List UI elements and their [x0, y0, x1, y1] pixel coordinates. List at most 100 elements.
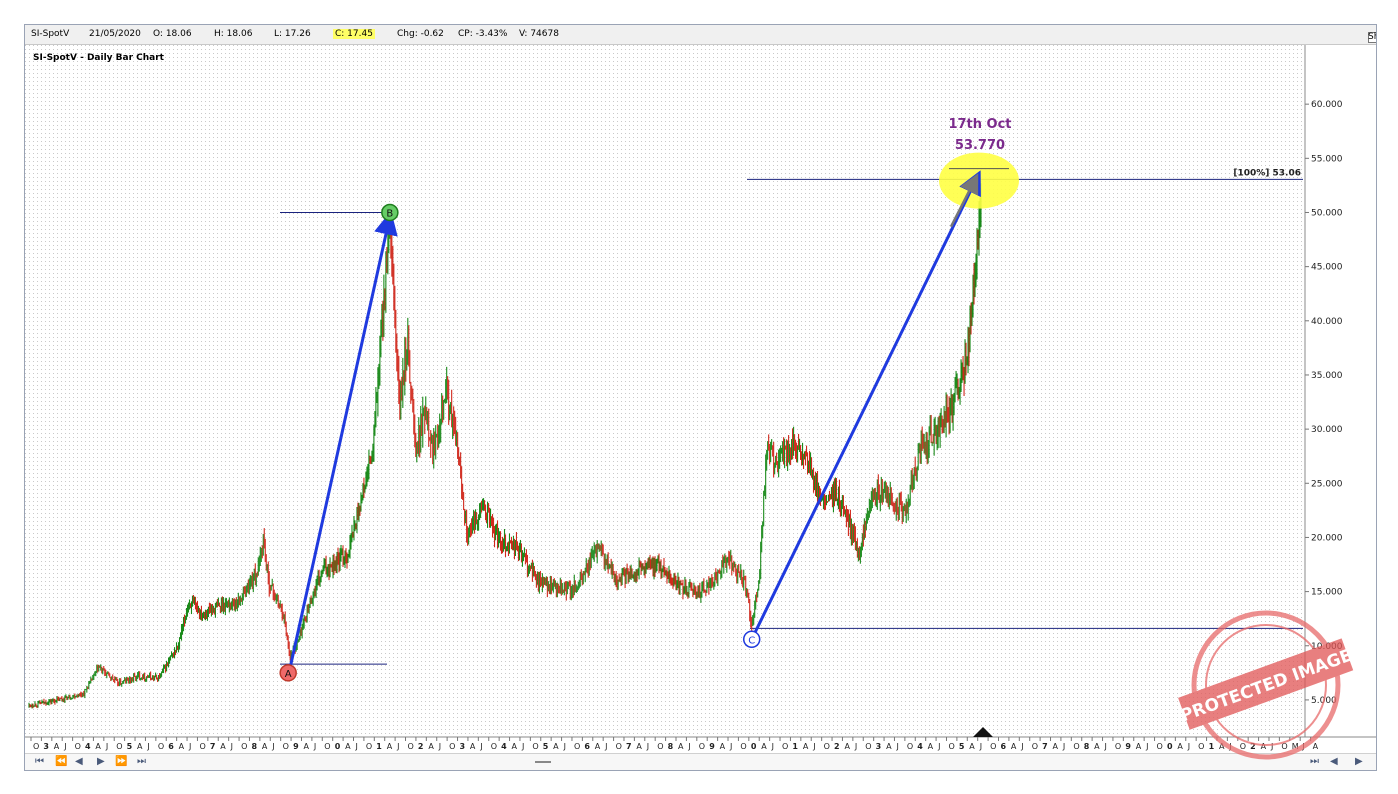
x-tick-label: J: [895, 742, 898, 751]
marker-label: A: [285, 669, 292, 680]
peak-date-label: 17th Oct: [948, 117, 1011, 132]
show-last-label: Show Last: [1368, 32, 1376, 42]
chart-title: SI-SpotV - Daily Bar Chart: [33, 53, 164, 63]
y-tick-label: 35.000: [1311, 371, 1343, 381]
x-tick-label: 4: [501, 742, 507, 751]
x-tick-label: O: [1032, 742, 1038, 751]
x-tick-label: 9: [293, 742, 299, 751]
x-tick-label: A: [262, 742, 268, 751]
y-tick-label: 55.000: [1311, 154, 1343, 164]
prev-fast-icon[interactable]: ⏪: [55, 756, 68, 767]
wave-markers: A B C: [279, 203, 761, 682]
x-tick-label: 2: [834, 742, 840, 751]
x-tick-label: J: [313, 742, 316, 751]
x-tick-label: A: [1177, 742, 1183, 751]
highlight-ellipse: [938, 152, 1019, 209]
x-tick-label: 6: [1001, 742, 1007, 751]
next-fast-icon[interactable]: ⏩: [115, 756, 128, 767]
info-bar: SI-SpotV 21/05/2020 O: 18.06 H: 18.06 L:…: [25, 25, 1376, 45]
y-tick-label: 20.000: [1311, 533, 1343, 543]
next-icon[interactable]: ▶: [97, 756, 105, 767]
x-tick-label: 9: [709, 742, 715, 751]
x-tick-label: A: [137, 742, 143, 751]
checkbox-icon[interactable]: [1368, 32, 1376, 43]
x-tick-label: O: [75, 742, 81, 751]
x-tick-label: 7: [210, 742, 216, 751]
x-tick-label: A: [803, 742, 809, 751]
x-tick-label: 1: [1209, 742, 1215, 751]
prev-icon-right[interactable]: ◀: [1330, 756, 1338, 767]
x-tick-label: A: [1313, 742, 1319, 751]
x-tick-label: O: [1157, 742, 1163, 751]
x-tick-label: J: [563, 742, 566, 751]
x-tick-label: 0: [335, 742, 341, 751]
y-tick-label: 30.000: [1311, 425, 1343, 435]
wave-line: [750, 170, 981, 640]
last-icon-right[interactable]: ⏭: [1310, 756, 1319, 767]
peak-highlight: [938, 152, 1019, 209]
x-tick-label: J: [604, 742, 607, 751]
x-tick-label: O: [116, 742, 122, 751]
x-tick-label: 7: [626, 742, 632, 751]
x-tick-label: J: [355, 742, 358, 751]
x-tick-label: O: [241, 742, 247, 751]
marker-circle: [279, 664, 297, 682]
x-tick-label: A: [470, 742, 476, 751]
x-tick-label: O: [158, 742, 164, 751]
x-tick-label: O: [33, 742, 39, 751]
scroll-bar[interactable]: ⏮ ⏪ ◀ ▶ ⏩ ⏭ ⏭ ◀ ▶: [25, 753, 1376, 770]
x-tick-label: A: [1136, 742, 1142, 751]
y-tick-label: 15.000: [1311, 588, 1343, 598]
x-tick-label: O: [1281, 742, 1287, 751]
x-tick-label: O: [699, 742, 705, 751]
chart-window: SI-SpotV 21/05/2020 O: 18.06 H: 18.06 L:…: [24, 24, 1377, 771]
change-label: Chg: -0.62: [397, 29, 444, 39]
first-icon[interactable]: ⏮: [35, 756, 44, 767]
x-tick-label: J: [771, 742, 774, 751]
x-tick-label: J: [438, 742, 441, 751]
x-tick-label: M: [1292, 742, 1299, 751]
protected-stamp: PROTECTED IMAGE: [1178, 610, 1355, 760]
x-tick-label: A: [1219, 742, 1225, 751]
symbol-label: SI-SpotV: [31, 29, 70, 39]
x-tick-label: A: [179, 742, 185, 751]
marker-label: B: [386, 208, 393, 219]
x-tick-label: 4: [85, 742, 91, 751]
x-tick-label: 6: [584, 742, 590, 751]
scroll-thumb[interactable]: [535, 761, 551, 763]
x-tick-label: O: [449, 742, 455, 751]
x-tick-label: 6: [168, 742, 174, 751]
x-tick-label: 8: [668, 742, 674, 751]
x-tick-label: A: [1094, 742, 1100, 751]
x-tick-label: J: [105, 742, 108, 751]
x-tick-label: 3: [876, 742, 882, 751]
x-tick-label: J: [521, 742, 524, 751]
x-tick-label: J: [1020, 742, 1023, 751]
x-tick-label: 0: [751, 742, 757, 751]
current-bar-marker-icon: [973, 727, 993, 737]
price-chart[interactable]: 5.00010.00015.00020.00025.00030.00035.00…: [25, 25, 1376, 770]
volume-label: V: 74678: [519, 29, 559, 39]
last-icon[interactable]: ⏭: [137, 756, 146, 767]
x-tick-label: J: [188, 742, 191, 751]
x-tick-label: 5: [127, 742, 133, 751]
y-tick-label: 25.000: [1311, 479, 1343, 489]
x-tick-label: J: [1062, 742, 1065, 751]
close-label: C: 17.45: [333, 29, 375, 39]
x-tick-label: O: [283, 742, 289, 751]
y-tick-label: 50.000: [1311, 208, 1343, 218]
x-tick-label: A: [678, 742, 684, 751]
x-tick-label: 7: [1042, 742, 1048, 751]
next-icon-right[interactable]: ▶: [1355, 756, 1363, 767]
x-tick-label: J: [979, 742, 982, 751]
open-label: O: 18.06: [153, 29, 192, 39]
x-tick-label: 1: [792, 742, 798, 751]
x-tick-label: 2: [418, 742, 424, 751]
x-tick-label: 5: [959, 742, 965, 751]
x-tick-label: A: [886, 742, 892, 751]
x-tick-label: 3: [460, 742, 466, 751]
high-label: H: 18.06: [214, 29, 253, 39]
prev-icon[interactable]: ◀: [75, 756, 83, 767]
x-tick-label: O: [199, 742, 205, 751]
x-tick-label: J: [1104, 742, 1107, 751]
